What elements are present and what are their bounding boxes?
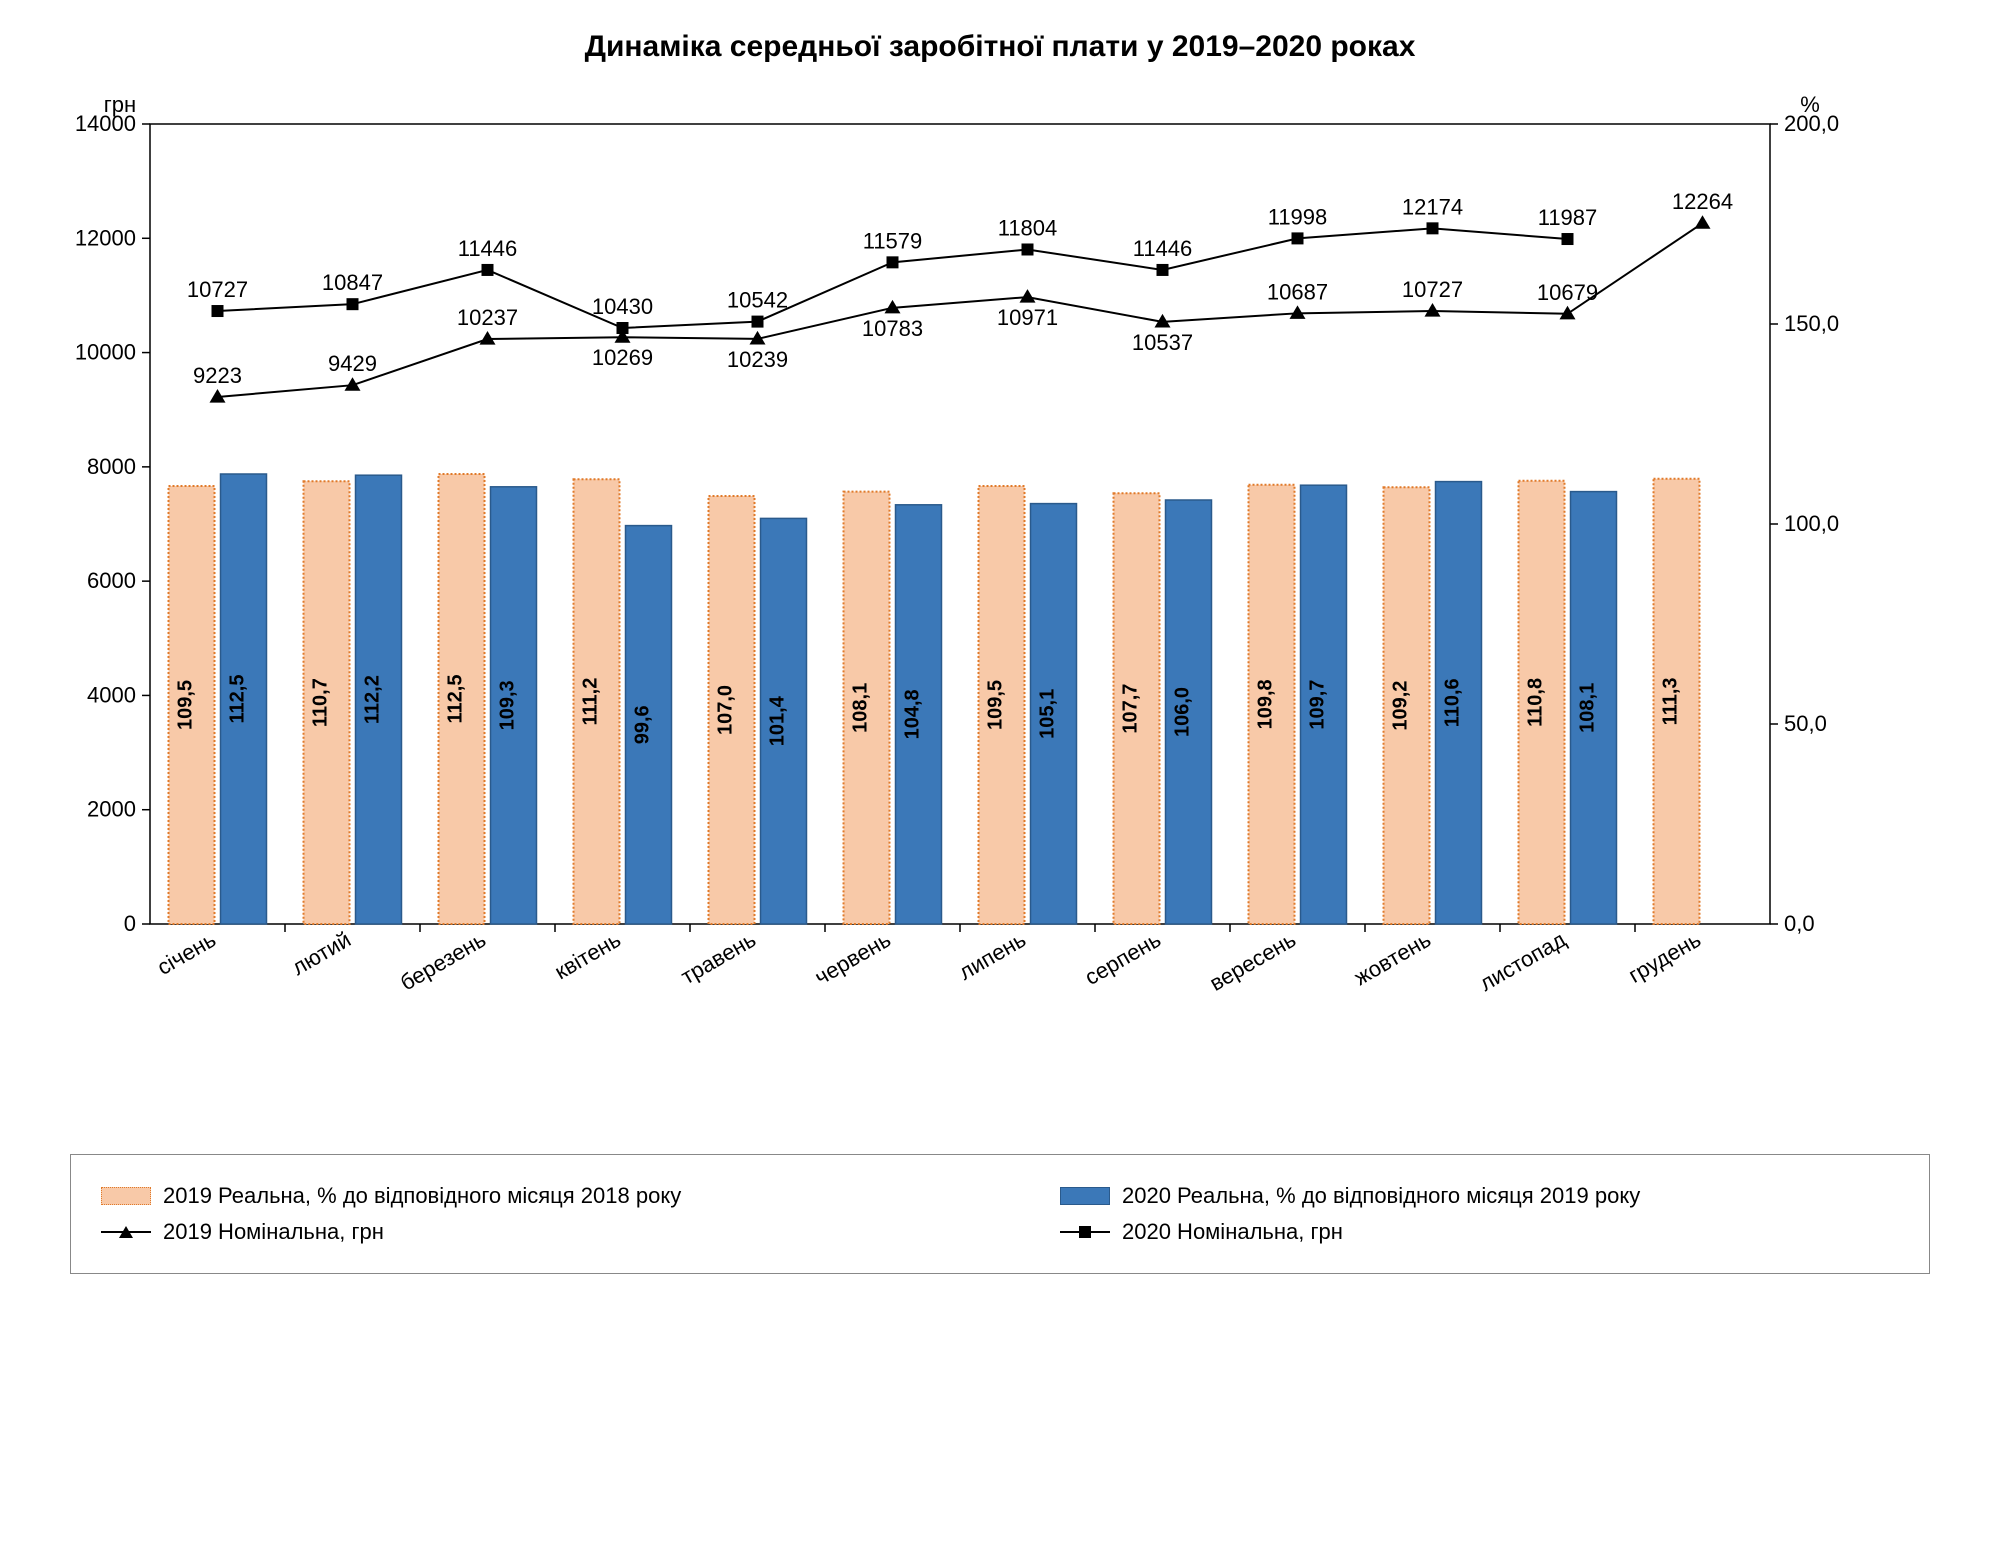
svg-text:109,7: 109,7 <box>1307 680 1329 730</box>
svg-text:111,3: 111,3 <box>1660 677 1682 725</box>
svg-text:100,0: 100,0 <box>1784 511 1839 536</box>
svg-text:10971: 10971 <box>997 305 1058 330</box>
svg-text:11998: 11998 <box>1268 204 1328 229</box>
svg-text:10430: 10430 <box>592 294 653 319</box>
svg-text:10727: 10727 <box>187 277 248 302</box>
svg-text:червень: червень <box>810 927 895 990</box>
svg-text:9223: 9223 <box>193 363 242 388</box>
legend-swatch-line-2019 <box>101 1222 151 1242</box>
svg-text:109,2: 109,2 <box>1390 681 1412 731</box>
svg-text:110,8: 110,8 <box>1525 678 1547 727</box>
wage-dynamics-chart: 020004000600080001000012000140000,050,01… <box>30 84 1890 1084</box>
svg-text:липень: липень <box>954 927 1030 985</box>
svg-text:10237: 10237 <box>457 305 518 330</box>
svg-text:січень: січень <box>153 927 220 980</box>
svg-text:10537: 10537 <box>1132 330 1193 355</box>
svg-text:11579: 11579 <box>863 228 923 253</box>
svg-text:109,3: 109,3 <box>497 680 519 730</box>
svg-text:%: % <box>1800 92 1820 117</box>
legend: 2019 Реальна, % до відповідного місяця 2… <box>70 1154 1930 1274</box>
svg-text:9429: 9429 <box>328 351 377 376</box>
svg-text:112,5: 112,5 <box>227 675 249 724</box>
svg-text:жовтень: жовтень <box>1350 927 1435 991</box>
svg-text:106,0: 106,0 <box>1172 687 1194 737</box>
svg-text:8000: 8000 <box>87 454 136 479</box>
svg-text:111,2: 111,2 <box>580 678 602 726</box>
svg-text:10679: 10679 <box>1537 280 1598 305</box>
svg-text:грн: грн <box>104 92 136 117</box>
svg-text:10542: 10542 <box>727 288 788 313</box>
svg-text:травень: травень <box>677 927 760 990</box>
svg-text:лютий: лютий <box>287 927 355 980</box>
svg-text:грудень: грудень <box>1624 927 1705 988</box>
svg-text:12174: 12174 <box>1402 194 1463 219</box>
svg-text:107,0: 107,0 <box>715 685 737 735</box>
chart-container: 020004000600080001000012000140000,050,01… <box>30 84 1970 1084</box>
svg-text:11446: 11446 <box>1133 236 1193 261</box>
svg-text:квітень: квітень <box>550 927 625 985</box>
svg-text:101,4: 101,4 <box>767 695 789 746</box>
svg-text:серпень: серпень <box>1080 927 1165 990</box>
legend-swatch-bar-2020 <box>1060 1187 1110 1205</box>
svg-text:112,2: 112,2 <box>362 675 384 724</box>
svg-text:11804: 11804 <box>998 215 1058 240</box>
svg-text:10847: 10847 <box>322 270 383 295</box>
svg-text:2000: 2000 <box>87 797 136 822</box>
svg-text:12264: 12264 <box>1672 189 1733 214</box>
legend-label: 2019 Реальна, % до відповідного місяця 2… <box>163 1183 681 1209</box>
svg-text:109,5: 109,5 <box>175 680 197 730</box>
svg-text:150,0: 150,0 <box>1784 311 1839 336</box>
svg-text:105,1: 105,1 <box>1037 689 1059 739</box>
legend-label: 2020 Реальна, % до відповідного місяця 2… <box>1122 1183 1640 1209</box>
svg-text:10000: 10000 <box>75 340 136 365</box>
svg-text:104,8: 104,8 <box>902 689 924 739</box>
svg-text:11446: 11446 <box>458 236 518 261</box>
svg-text:11987: 11987 <box>1538 205 1598 230</box>
svg-text:0,0: 0,0 <box>1784 911 1815 936</box>
svg-text:50,0: 50,0 <box>1784 711 1827 736</box>
legend-label: 2019 Номінальна, грн <box>163 1219 384 1245</box>
svg-text:10727: 10727 <box>1402 277 1463 302</box>
legend-item-bar-2020: 2020 Реальна, % до відповідного місяця 2… <box>1060 1183 1899 1209</box>
legend-item-bar-2019: 2019 Реальна, % до відповідного місяця 2… <box>101 1183 940 1209</box>
svg-text:109,5: 109,5 <box>985 680 1007 730</box>
svg-text:110,6: 110,6 <box>1442 678 1464 727</box>
svg-text:12000: 12000 <box>75 225 136 250</box>
svg-text:вересень: вересень <box>1205 927 1300 996</box>
svg-text:108,1: 108,1 <box>850 683 872 733</box>
legend-swatch-bar-2019 <box>101 1187 151 1205</box>
svg-text:10269: 10269 <box>592 345 653 370</box>
svg-text:березень: березень <box>396 927 490 996</box>
legend-item-line-2019: 2019 Номінальна, грн <box>101 1219 940 1245</box>
svg-text:10783: 10783 <box>862 316 923 341</box>
legend-label: 2020 Номінальна, грн <box>1122 1219 1343 1245</box>
svg-text:110,7: 110,7 <box>310 678 332 727</box>
svg-text:6000: 6000 <box>87 568 136 593</box>
svg-text:112,5: 112,5 <box>445 675 467 724</box>
svg-text:108,1: 108,1 <box>1577 683 1599 733</box>
svg-text:10687: 10687 <box>1267 279 1328 304</box>
svg-text:99,6: 99,6 <box>632 705 654 744</box>
legend-swatch-line-2020 <box>1060 1222 1110 1242</box>
chart-title: Динаміка середньої заробітної плати у 20… <box>30 30 1970 64</box>
svg-text:109,8: 109,8 <box>1255 679 1277 729</box>
svg-text:0: 0 <box>124 911 136 936</box>
svg-text:107,7: 107,7 <box>1120 684 1142 734</box>
svg-text:4000: 4000 <box>87 682 136 707</box>
svg-text:10239: 10239 <box>727 347 788 372</box>
svg-text:листопад: листопад <box>1475 927 1570 996</box>
legend-item-line-2020: 2020 Номінальна, грн <box>1060 1219 1899 1245</box>
